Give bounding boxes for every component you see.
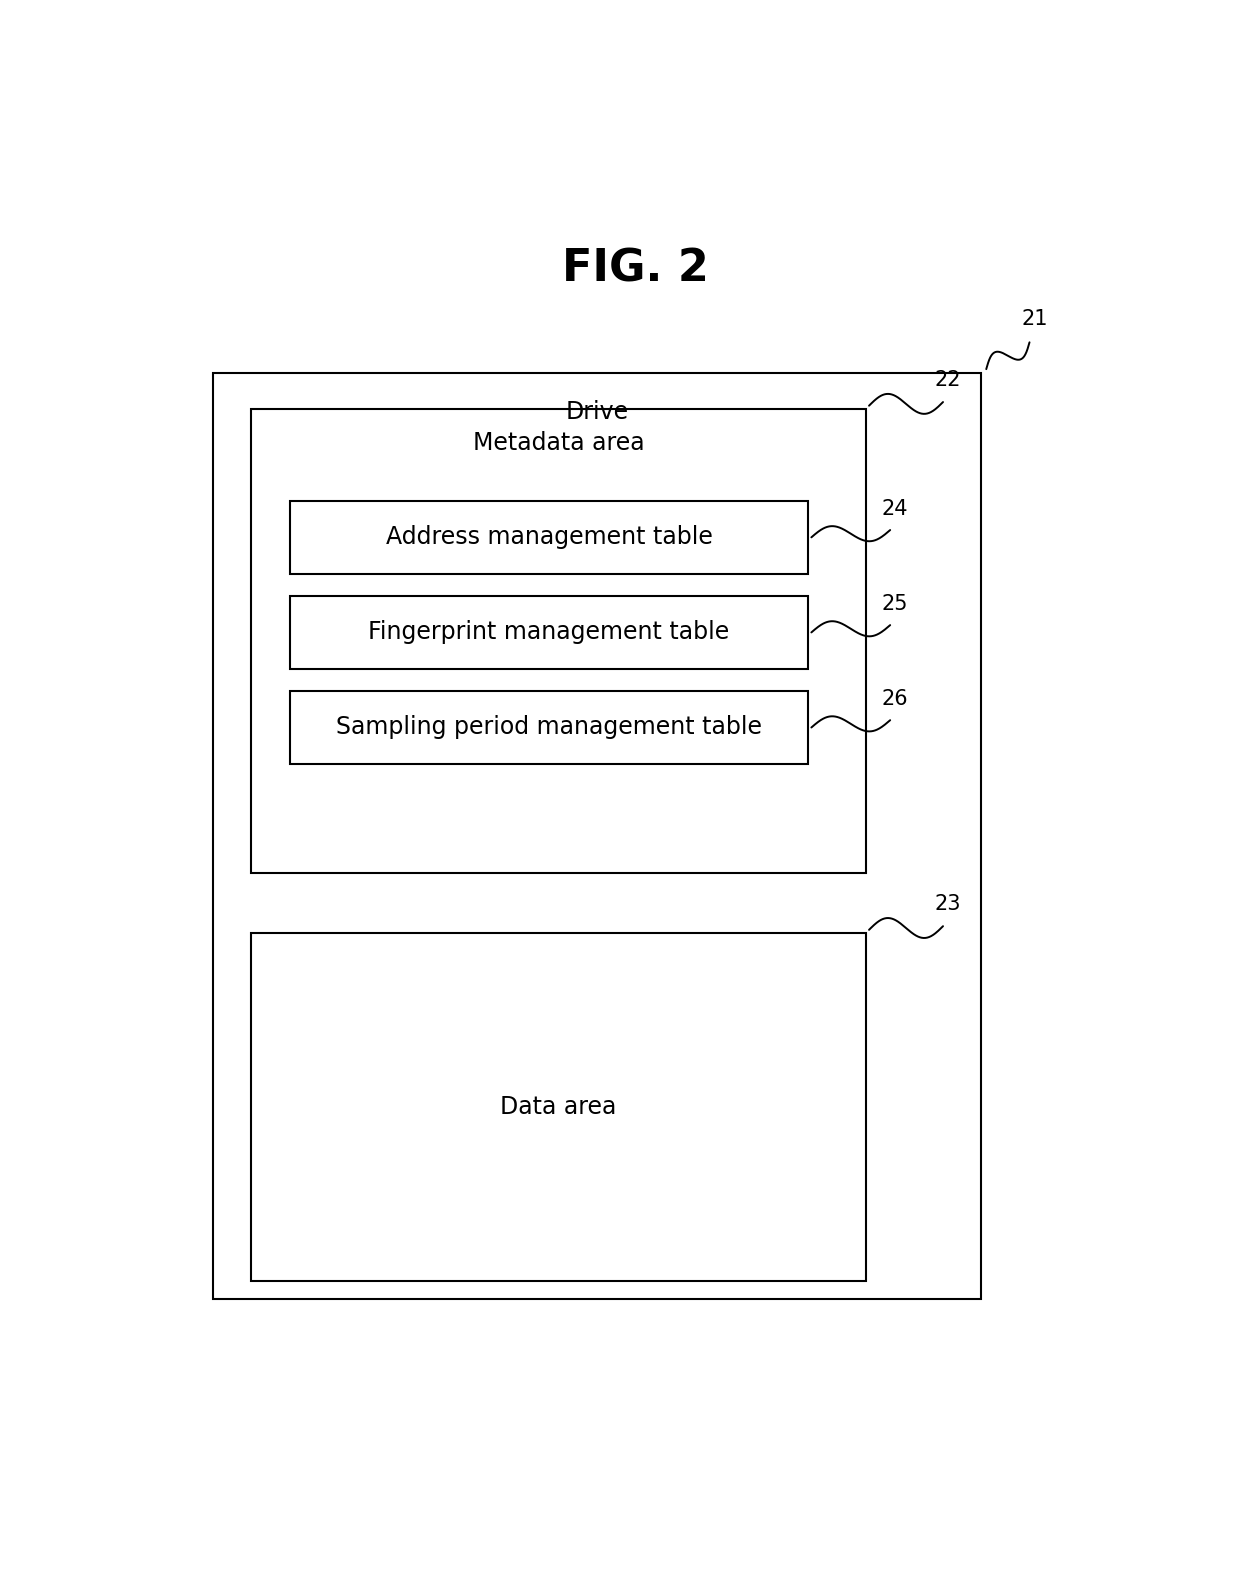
Bar	[250, 410, 866, 872]
Text: Data area: Data area	[501, 1095, 616, 1119]
Text: 21: 21	[1021, 309, 1048, 329]
Text: Sampling period management table: Sampling period management table	[336, 716, 763, 739]
Text: FIG. 2: FIG. 2	[562, 247, 709, 291]
Text: 24: 24	[882, 499, 908, 519]
Text: Metadata area: Metadata area	[472, 431, 645, 456]
Text: Address management table: Address management table	[386, 526, 713, 549]
Bar	[213, 374, 982, 1300]
Bar	[290, 500, 808, 575]
Text: 23: 23	[935, 894, 961, 913]
Bar	[290, 690, 808, 765]
Bar	[290, 595, 808, 670]
Text: Fingerprint management table: Fingerprint management table	[368, 621, 729, 644]
Text: Drive: Drive	[565, 399, 629, 424]
Text: 25: 25	[882, 594, 908, 614]
Bar	[250, 934, 866, 1281]
Text: 22: 22	[935, 370, 961, 389]
Text: 26: 26	[882, 689, 908, 709]
